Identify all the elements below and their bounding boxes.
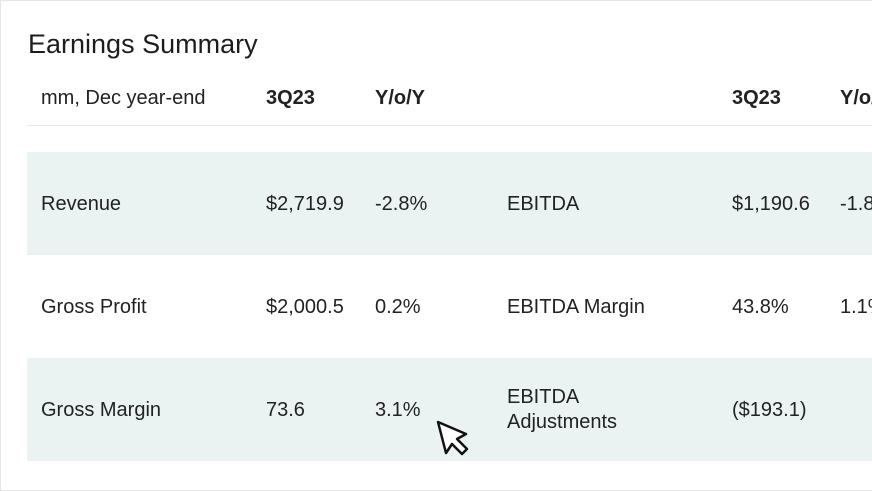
table-cell: 43.8% (732, 295, 789, 318)
table-cell: -1.8% (840, 192, 872, 215)
table-cell: Gross Profit (41, 295, 147, 318)
table-cell: -2.8% (375, 192, 428, 215)
table-cell: Revenue (41, 192, 122, 215)
column-header: 3Q23 (732, 87, 781, 109)
table-cell: ($193.1) (732, 398, 807, 421)
table-cell: Gross Margin (41, 398, 162, 421)
table-cell: $1,190.6 (732, 192, 810, 215)
card-title: Earnings Summary (28, 29, 258, 59)
column-header: mm, Dec year-end (41, 87, 206, 109)
column-header: Y/o/Y (375, 87, 426, 109)
table-cell: 3.1% (375, 398, 421, 421)
table-cell: 1.1% (840, 295, 872, 318)
header-divider (27, 125, 872, 126)
column-header: Y/o/Y (840, 87, 872, 109)
table-cell: $2,719.9 (266, 192, 344, 215)
row-band (27, 152, 872, 255)
table-cell: 0.2% (375, 295, 421, 318)
table-cell: EBITDA Adjustments (507, 386, 618, 433)
table-cell: EBITDA (507, 192, 580, 215)
column-header: 3Q23 (266, 87, 315, 109)
table-cell: 73.6 (266, 398, 305, 421)
table-cell: $2,000.5 (266, 295, 344, 318)
table-cell: EBITDA Margin (507, 295, 645, 318)
mouse-cursor (436, 420, 469, 456)
